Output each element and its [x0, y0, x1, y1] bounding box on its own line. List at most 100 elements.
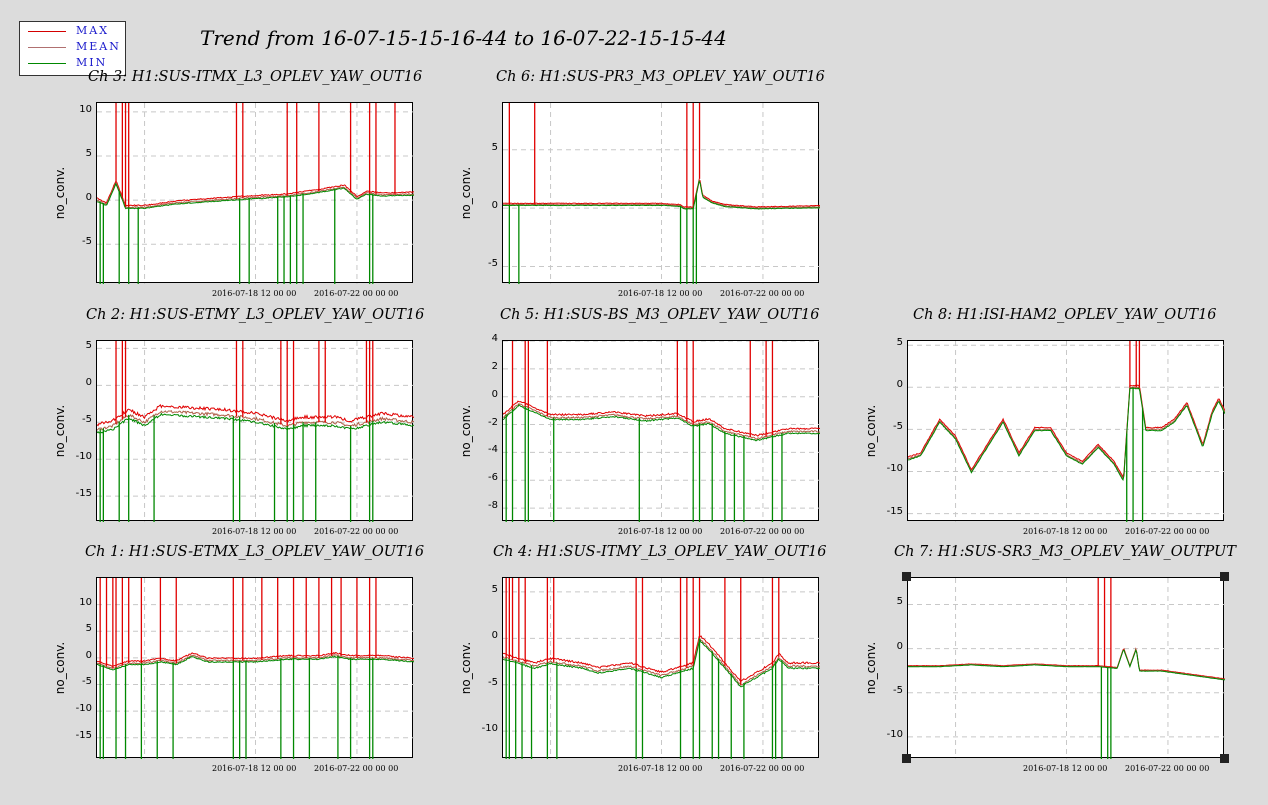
plot-area-5: [907, 340, 1225, 522]
y-tick-label: -15: [886, 505, 903, 517]
series-mean-line: [503, 179, 820, 209]
plot-svg-1: [97, 103, 414, 284]
y-tick-label: 0: [85, 649, 92, 661]
series-max-line: [503, 635, 820, 683]
y-tick-label: -2: [488, 416, 498, 428]
y-axis-label-3: no_conv.: [53, 404, 67, 457]
y-tick-label: -5: [893, 421, 903, 433]
y-tick-label: 0: [896, 640, 903, 652]
y-tick-label: 0: [896, 379, 903, 391]
legend-item-max: MAX: [20, 24, 125, 39]
y-tick-label: 0: [491, 200, 498, 212]
y-tick-label: 5: [896, 596, 903, 608]
chart-title-6: Ch 1: H1:SUS-ETMX_L3_OPLEV_YAW_OUT16: [85, 544, 425, 560]
series-mean-line: [503, 638, 820, 686]
resize-handle[interactable]: [1220, 754, 1229, 763]
y-tick-label: 5: [85, 623, 92, 635]
x-tick-label: 2016-07-22 00 00 00: [720, 289, 805, 298]
main-title: Trend from 16-07-15-15-16-44 to 16-07-22…: [200, 26, 727, 50]
series-max-line: [503, 400, 820, 437]
y-tick-label: -8: [488, 500, 498, 512]
x-tick-label: 2016-07-18 12 00 00: [1023, 764, 1108, 773]
y-tick-label: 5: [896, 337, 903, 349]
plot-svg-7: [503, 578, 820, 759]
legend-swatch-max: [28, 31, 66, 32]
x-tick-label: 2016-07-22 00 00 00: [314, 289, 399, 298]
series-min-line: [97, 655, 414, 671]
chart-title-3: Ch 2: H1:SUS-ETMY_L3_OPLEV_YAW_OUT16: [86, 307, 425, 323]
series-mean-line: [97, 182, 414, 209]
chart-title-7: Ch 4: H1:SUS-ITMY_L3_OPLEV_YAW_OUT16: [493, 544, 827, 560]
y-tick-label: -5: [488, 258, 498, 270]
series-min-line: [908, 387, 1225, 482]
y-tick-label: -5: [82, 236, 92, 248]
series-max-line: [908, 384, 1225, 480]
x-tick-label: 2016-07-22 00 00 00: [1125, 764, 1210, 773]
x-tick-label: 2016-07-22 00 00 00: [720, 764, 805, 773]
plot-svg-2: [503, 103, 820, 284]
y-tick-label: 5: [85, 147, 92, 159]
legend-box: MAX MEAN MIN: [19, 21, 126, 76]
series-max-line: [97, 404, 414, 427]
series-max-line: [97, 180, 414, 207]
series-max-line: [908, 647, 1225, 680]
plot-svg-4: [503, 341, 820, 522]
y-tick-label: -10: [75, 703, 92, 715]
x-tick-label: 2016-07-18 12 00 00: [1023, 527, 1108, 536]
y-tick-label: 5: [491, 583, 498, 595]
legend-label-max: MAX: [76, 24, 110, 37]
plot-area-8: [907, 577, 1225, 759]
y-tick-label: -6: [488, 472, 498, 484]
plot-svg-5: [908, 341, 1225, 522]
resize-handle[interactable]: [1220, 572, 1229, 581]
x-tick-label: 2016-07-22 00 00 00: [1125, 527, 1210, 536]
y-tick-label: -10: [886, 463, 903, 475]
series-max-line: [503, 178, 820, 208]
y-tick-label: -10: [886, 728, 903, 740]
series-min-line: [908, 648, 1225, 681]
y-tick-label: -15: [75, 729, 92, 741]
plot-svg-8: [908, 578, 1225, 759]
y-axis-label-1: no_conv.: [53, 166, 67, 219]
series-mean-line: [503, 403, 820, 440]
chart-title-1: Ch 3: H1:SUS-ITMX_L3_OPLEV_YAW_OUT16: [88, 69, 423, 85]
legend-label-mean: MEAN: [76, 40, 121, 53]
chart-title-4: Ch 5: H1:SUS-BS_M3_OPLEV_YAW_OUT16: [500, 307, 820, 323]
chart-title-5: Ch 8: H1:ISI-HAM2_OPLEV_YAW_OUT16: [913, 307, 1217, 323]
legend-swatch-min: [28, 63, 66, 64]
legend-item-min: MIN: [20, 56, 125, 71]
y-tick-label: 10: [79, 103, 92, 115]
plot-area-6: [96, 577, 414, 759]
y-tick-label: -15: [75, 488, 92, 500]
plot-area-7: [502, 577, 820, 759]
legend-label-min: MIN: [76, 56, 108, 69]
resize-handle[interactable]: [902, 572, 911, 581]
x-tick-label: 2016-07-22 00 00 00: [720, 527, 805, 536]
series-mean-line: [97, 654, 414, 669]
y-tick-label: 2: [491, 360, 498, 372]
y-tick-label: -5: [893, 684, 903, 696]
y-tick-label: -4: [488, 444, 498, 456]
y-tick-label: 0: [491, 630, 498, 642]
resize-handle[interactable]: [902, 754, 911, 763]
y-tick-label: -10: [481, 723, 498, 735]
y-axis-label-2: no_conv.: [459, 166, 473, 219]
y-tick-label: 0: [85, 377, 92, 389]
x-tick-label: 2016-07-18 12 00 00: [618, 764, 703, 773]
y-tick-label: -5: [82, 676, 92, 688]
y-tick-label: 5: [491, 141, 498, 153]
y-tick-label: -5: [488, 676, 498, 688]
plot-svg-3: [97, 341, 414, 522]
legend-swatch-mean: [28, 47, 66, 48]
x-tick-label: 2016-07-18 12 00 00: [618, 289, 703, 298]
series-mean-line: [97, 410, 414, 431]
y-axis-label-8: no_conv.: [864, 641, 878, 694]
x-tick-label: 2016-07-18 12 00 00: [212, 289, 297, 298]
chart-title-8: Ch 7: H1:SUS-SR3_M3_OPLEV_YAW_OUTPUT: [894, 544, 1236, 560]
series-min-line: [503, 404, 820, 442]
x-tick-label: 2016-07-18 12 00 00: [618, 527, 703, 536]
y-axis-label-5: no_conv.: [864, 404, 878, 457]
y-tick-label: -10: [75, 451, 92, 463]
y-tick-label: 5: [85, 340, 92, 352]
x-tick-label: 2016-07-18 12 00 00: [212, 764, 297, 773]
